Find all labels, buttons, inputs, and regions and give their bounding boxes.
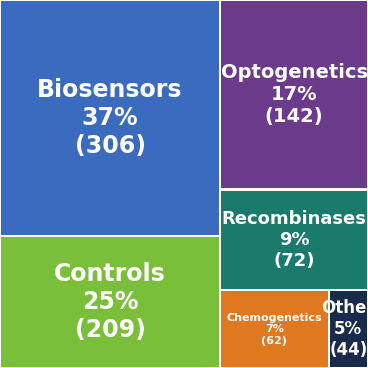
Bar (1, 237, 219, 367)
Text: Chemogenetics
7%
(62): Chemogenetics 7% (62) (227, 312, 322, 346)
Bar (1, 1, 219, 235)
Bar (221, 291, 328, 367)
Text: Optogenetics
17%
(142): Optogenetics 17% (142) (220, 63, 368, 126)
Bar (330, 291, 367, 367)
Bar (221, 191, 367, 289)
Text: Recombinases
9%
(72): Recombinases 9% (72) (222, 210, 367, 270)
Bar (221, 1, 367, 188)
Text: Biosensors
37%
(306): Biosensors 37% (306) (37, 78, 183, 158)
Text: Other
5%
(44): Other 5% (44) (322, 300, 368, 359)
Text: Controls
25%
(209): Controls 25% (209) (54, 262, 166, 342)
